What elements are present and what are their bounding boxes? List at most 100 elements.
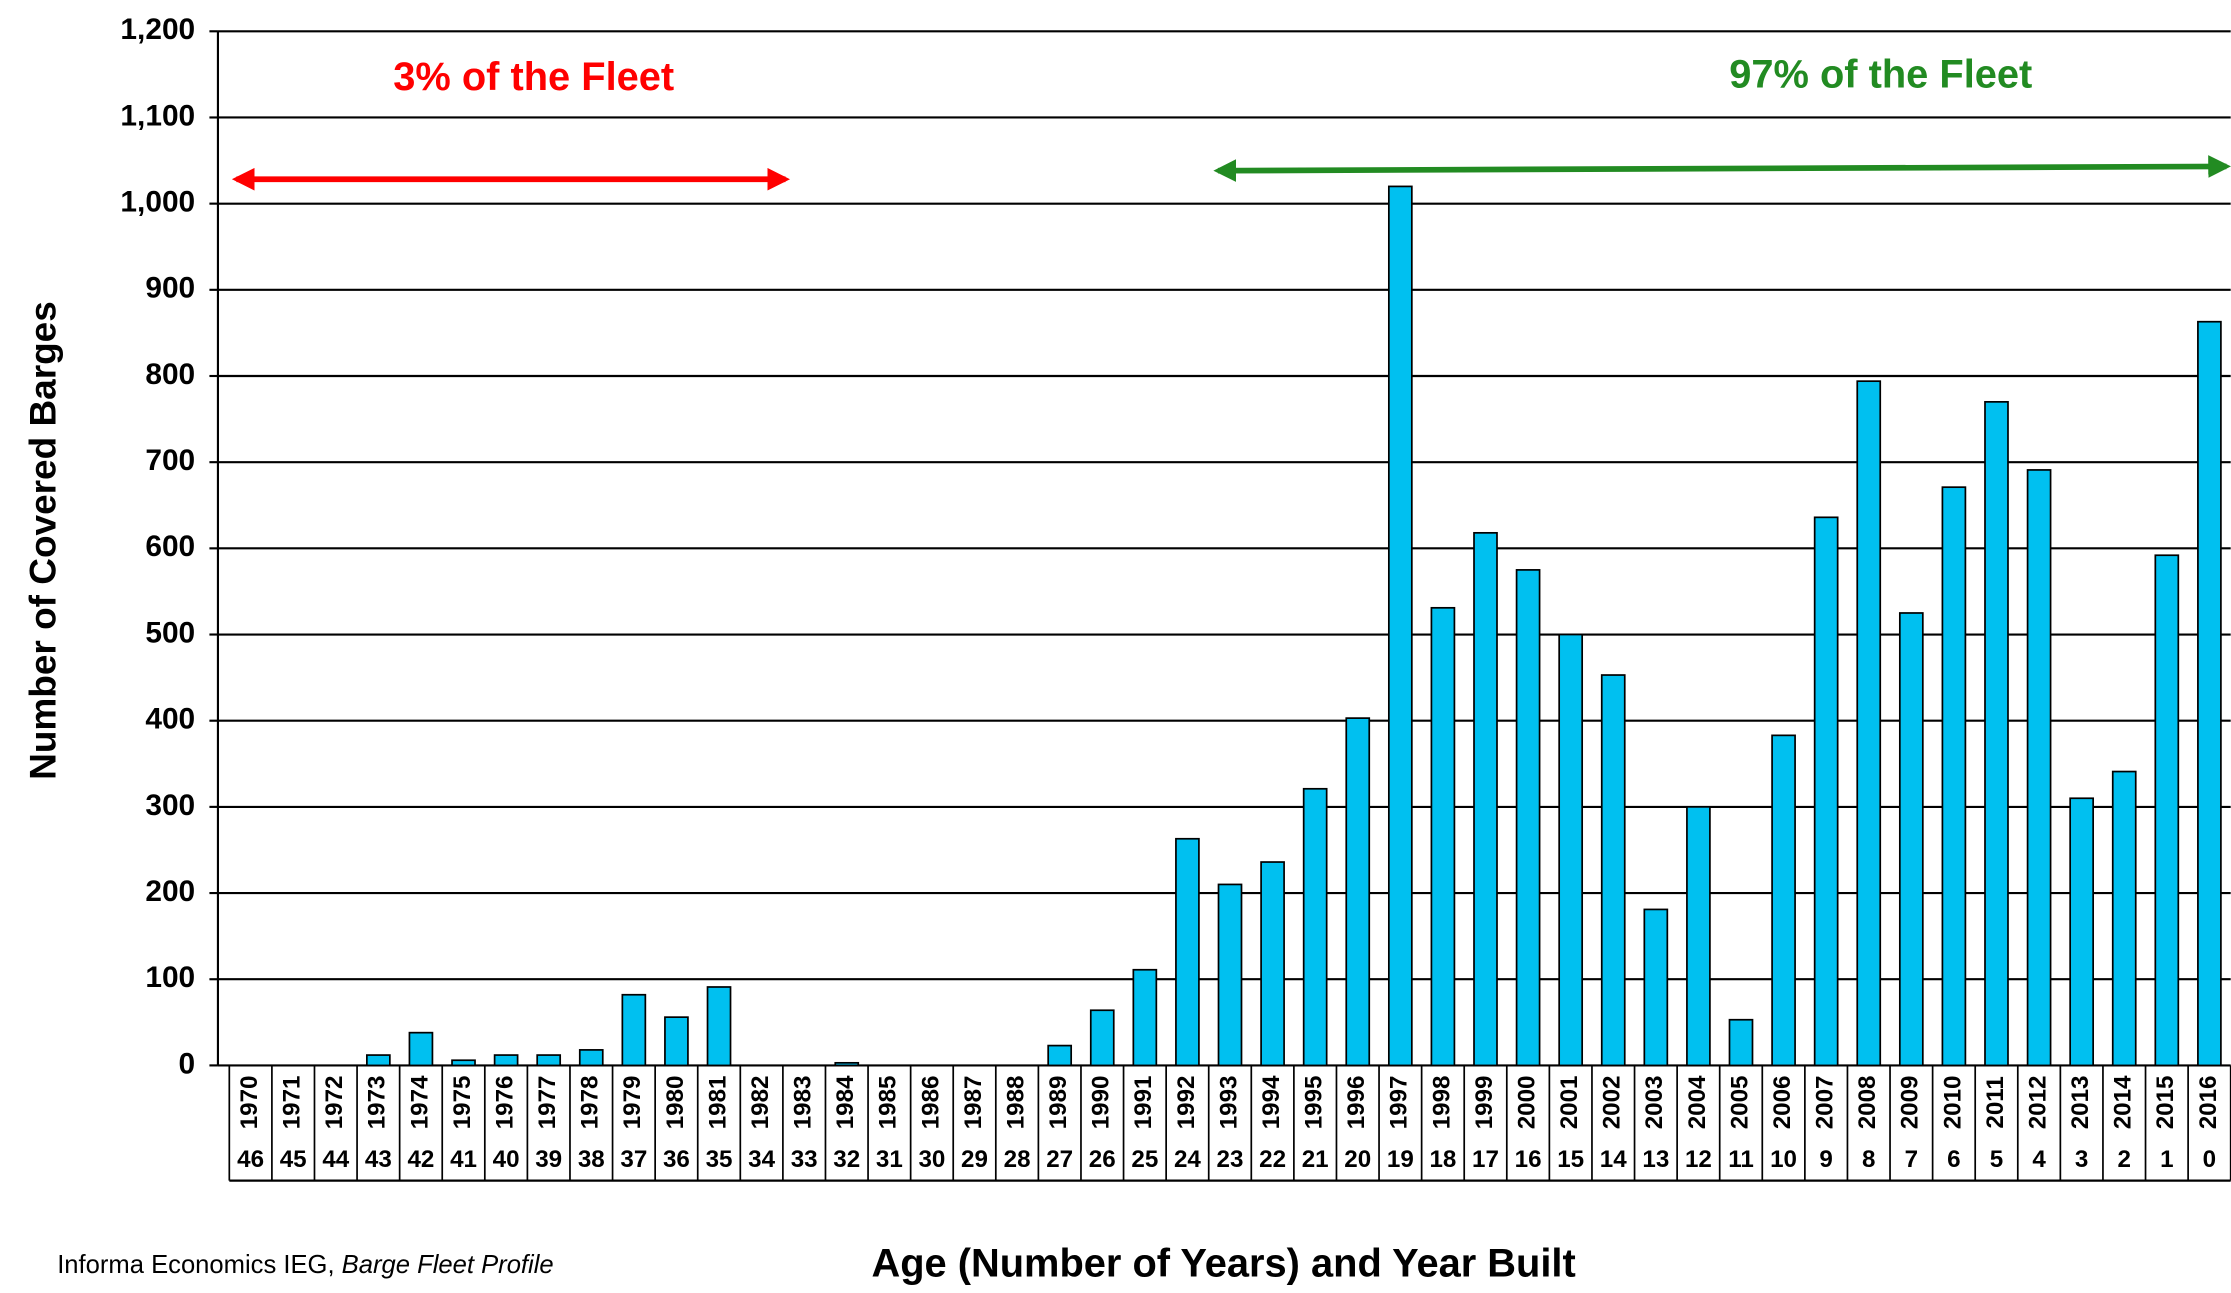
bar [408,1031,434,1067]
bar [621,993,647,1067]
age-label: 27 [1046,1146,1073,1173]
x-tick-label: 2008 [1854,1076,1881,1130]
age-label: 38 [578,1146,605,1173]
age-label: 10 [1770,1146,1797,1173]
age-label: 26 [1089,1146,1116,1173]
y-tick-label: 500 [145,616,195,649]
x-tick-label: 1974 [406,1075,433,1129]
age-label: 0 [2203,1146,2216,1173]
bar [1260,861,1285,1067]
age-label: 5 [1990,1146,2003,1173]
bar [451,1059,476,1067]
x-tick-label: 1991 [1130,1076,1157,1130]
x-tick-label: 2003 [1641,1076,1668,1130]
age-label: 7 [1905,1146,1918,1173]
y-tick-label: 1,100 [120,99,195,132]
bar [1387,185,1413,1067]
bar [1302,787,1328,1067]
source-title: Barge Fleet Profile [342,1251,554,1279]
y-tick-label: 1,200 [120,13,195,46]
y-tick-label: 400 [145,703,195,736]
x-tick-label: 1982 [747,1076,774,1130]
age-label: 40 [493,1146,520,1173]
x-tick-label: 2000 [1513,1076,1540,1130]
age-label: 36 [663,1146,690,1173]
bar [1515,569,1541,1067]
bar [1898,612,1924,1067]
y-tick-label: 200 [145,875,195,908]
bar [1984,400,2009,1067]
x-tick-label: 1972 [321,1076,348,1130]
x-tick-label: 2013 [2067,1076,2094,1130]
age-label: 23 [1217,1146,1244,1173]
bar [2154,554,2180,1067]
age-label: 12 [1685,1146,1712,1173]
age-label: 35 [706,1146,733,1173]
bar [664,1016,689,1067]
age-label: 43 [365,1146,392,1173]
bar [1728,1018,1754,1067]
age-label: 45 [280,1146,307,1173]
age-label: 18 [1429,1146,1456,1173]
annotation: 97% of the Fleet [1729,52,2032,96]
age-label: 15 [1557,1146,1584,1173]
x-tick-label: 2014 [2110,1075,2137,1129]
x-tick-label: 2011 [1982,1076,2009,1128]
annotation: 3% of the Fleet [393,55,674,99]
age-label: 8 [1862,1146,1875,1173]
x-tick-label: 2007 [1812,1076,1839,1130]
x-tick-label: 1987 [960,1076,987,1130]
bar [1771,734,1796,1067]
bar [1558,633,1584,1067]
age-label: 11 [1728,1146,1754,1173]
age-label: 21 [1302,1146,1329,1173]
age-label: 31 [876,1146,903,1173]
bar [2111,770,2137,1067]
x-tick-label: 1986 [917,1076,944,1130]
age-label: 30 [918,1146,945,1173]
arrow [1213,155,2231,182]
x-tick-label: 1992 [1173,1076,1200,1130]
age-label: 44 [322,1146,349,1173]
x-tick-label: 1979 [619,1076,646,1130]
age-label: 37 [620,1146,647,1173]
age-label: 17 [1472,1146,1499,1173]
age-label: 19 [1387,1146,1414,1173]
x-tick-label: 2016 [2195,1076,2222,1130]
age-label: 41 [450,1146,477,1173]
bar [1175,837,1200,1067]
age-label: 39 [535,1146,562,1173]
bar [1132,968,1158,1067]
x-tick-label: 2009 [1897,1076,1924,1130]
age-label: 20 [1344,1146,1371,1173]
x-tick-label: 1990 [1088,1076,1115,1130]
x-tick-label: 1984 [832,1075,859,1129]
bar [2069,797,2095,1067]
x-tick-label: 1993 [1215,1076,1242,1130]
age-label: 42 [407,1146,434,1173]
bar [1686,806,1711,1067]
bar [578,1049,604,1067]
age-label: 6 [1947,1146,1960,1173]
bar [536,1054,562,1067]
x-tick-label: 2012 [2024,1076,2051,1130]
x-tick-label: 1985 [875,1076,902,1130]
y-tick-label: 600 [145,530,195,563]
x-tick-label: 1971 [279,1076,306,1130]
age-label: 28 [1004,1146,1031,1173]
bar [1047,1044,1073,1067]
x-tick-label: 2001 [1556,1076,1583,1130]
age-label: 4 [2032,1146,2046,1173]
bar [366,1054,391,1067]
x-tick-label: 1994 [1258,1075,1285,1129]
bar [2197,320,2222,1067]
x-tick-label: 1983 [790,1076,817,1130]
bar [1941,486,1967,1067]
x-tick-label: 2015 [2152,1076,2179,1130]
x-tick-label: 1998 [1428,1076,1455,1130]
age-label: 46 [237,1146,264,1173]
y-tick-label: 100 [145,961,195,994]
bar [1600,674,1626,1067]
age-label: 25 [1131,1146,1158,1173]
x-tick-label: 1989 [1045,1076,1072,1130]
